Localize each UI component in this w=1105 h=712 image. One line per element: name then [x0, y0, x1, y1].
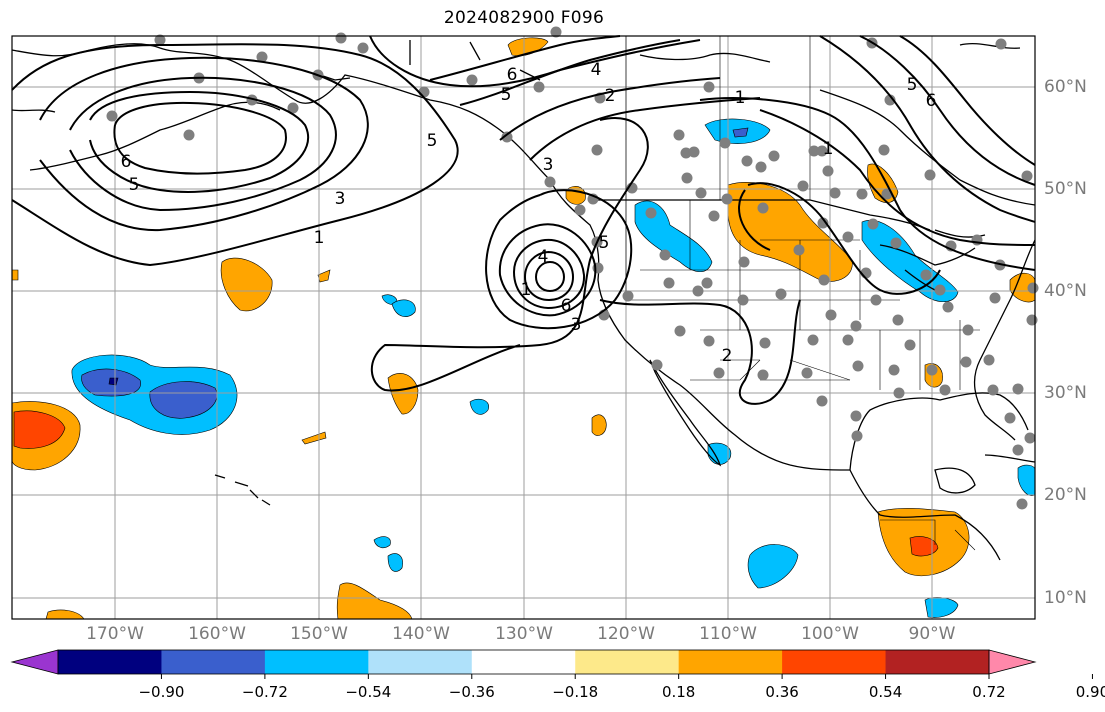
colorbar-tick-label: −0.54 — [345, 683, 392, 701]
colorbar-outline — [57, 649, 990, 675]
colorbar-tick-label: 0.72 — [972, 683, 1006, 701]
anomaly-orange-5 — [336, 582, 413, 620]
contour-label: 6 — [926, 91, 937, 111]
anomaly-orange-7 — [591, 414, 607, 436]
political-borders — [625, 36, 980, 551]
contour-label: 4 — [591, 60, 602, 80]
lat-label: 60°N — [1044, 77, 1087, 97]
contour-label: 1 — [823, 139, 834, 159]
coastlines — [11, 40, 1036, 561]
colorbar-ticks — [160, 674, 1093, 679]
colorbar-tick-label: 0.54 — [868, 683, 903, 701]
contour-label: 4 — [538, 247, 549, 267]
anomaly-orange-4 — [387, 373, 419, 415]
contour-label: 6 — [507, 65, 518, 85]
anomaly-blue-2 — [391, 299, 416, 317]
colorbar-extend-max — [988, 649, 1037, 675]
anomaly-blue-7 — [634, 200, 713, 273]
contour-label: 5 — [599, 233, 610, 253]
anomaly-blue-8 — [861, 220, 959, 303]
lat-label: 10°N — [1044, 588, 1087, 608]
lon-label: 90°W — [908, 624, 956, 644]
colorbar-segments — [10, 649, 1037, 675]
lon-label: 110°W — [699, 624, 757, 644]
anomaly-blue-9 — [707, 442, 732, 465]
colorbar-segment — [575, 650, 680, 674]
contour-label: 1 — [521, 280, 532, 300]
contour-label: 5 — [907, 75, 918, 95]
lat-label: 30°N — [1044, 383, 1087, 403]
colorbar-segment — [782, 650, 887, 674]
lon-label: 120°W — [597, 624, 655, 644]
lon-label: 100°W — [801, 624, 859, 644]
contour-label: 6 — [121, 152, 132, 172]
map-frame — [11, 35, 1036, 620]
anomaly-blue-10 — [747, 544, 799, 589]
colorbar-tick-label: −0.36 — [448, 683, 495, 701]
anomaly-blue-3 — [469, 398, 489, 415]
anomaly-red-west — [13, 410, 66, 449]
colorbar-tick-label: 0.36 — [765, 683, 799, 701]
lon-label: 130°W — [495, 624, 553, 644]
anomaly-royalblue-pacific-2 — [149, 381, 218, 419]
contour-label: 3 — [335, 189, 346, 209]
colorbar-tick-label: −0.90 — [138, 683, 185, 701]
colorbar-segment — [678, 650, 783, 674]
map-title: 2024082900 F096 — [443, 8, 605, 28]
contour-label: 3 — [571, 315, 582, 335]
contour-label: 3 — [543, 155, 554, 175]
colorbar-tick-label: −0.72 — [241, 683, 288, 701]
lon-label: 150°W — [290, 624, 348, 644]
anomaly-blue-4 — [373, 536, 391, 549]
lon-label: 170°W — [86, 624, 144, 644]
colorbar-segment — [885, 650, 990, 674]
colorbar-segment — [58, 650, 162, 674]
colorbar-tick-label: 0.18 — [661, 683, 696, 701]
anomaly-orange-1 — [220, 257, 273, 312]
lon-label: 140°W — [392, 624, 450, 644]
lat-label: 50°N — [1044, 179, 1087, 199]
anomaly-royalblue-6 — [732, 127, 749, 138]
anomaly-blue-5 — [387, 553, 403, 572]
contour-label: 2 — [722, 346, 733, 366]
colorbar-tick-label: −0.18 — [552, 683, 599, 701]
contour-label: 5 — [501, 85, 512, 105]
lon-label: 160°W — [188, 624, 246, 644]
anomaly-orange-3 — [301, 431, 327, 445]
contour-label: 2 — [605, 86, 616, 106]
contour-label-group: 6 5 4 2 1 3 1 5 6 5 4 1 6 3 5 2 1 6 5 3 — [121, 60, 937, 366]
colorbar-segment — [471, 650, 576, 674]
colorbar-segment — [264, 650, 369, 674]
colorbar-segment — [161, 650, 266, 674]
contour-label: 1 — [735, 88, 746, 108]
contour-label: 5 — [427, 131, 438, 151]
lat-label: 40°N — [1044, 281, 1087, 301]
contour-lines — [11, 35, 1036, 405]
colorbar-extend-min — [10, 649, 59, 675]
shaded-anomalies — [11, 37, 1036, 620]
contour-label: 5 — [129, 175, 140, 195]
contour-label: 1 — [314, 228, 325, 248]
lat-label: 20°N — [1044, 485, 1087, 505]
colorbar-segment — [368, 650, 473, 674]
contour-label: 6 — [561, 296, 572, 316]
colorbar-tick-label: 0.90 — [1075, 683, 1105, 701]
anomaly-red-centralamerica — [909, 536, 939, 557]
